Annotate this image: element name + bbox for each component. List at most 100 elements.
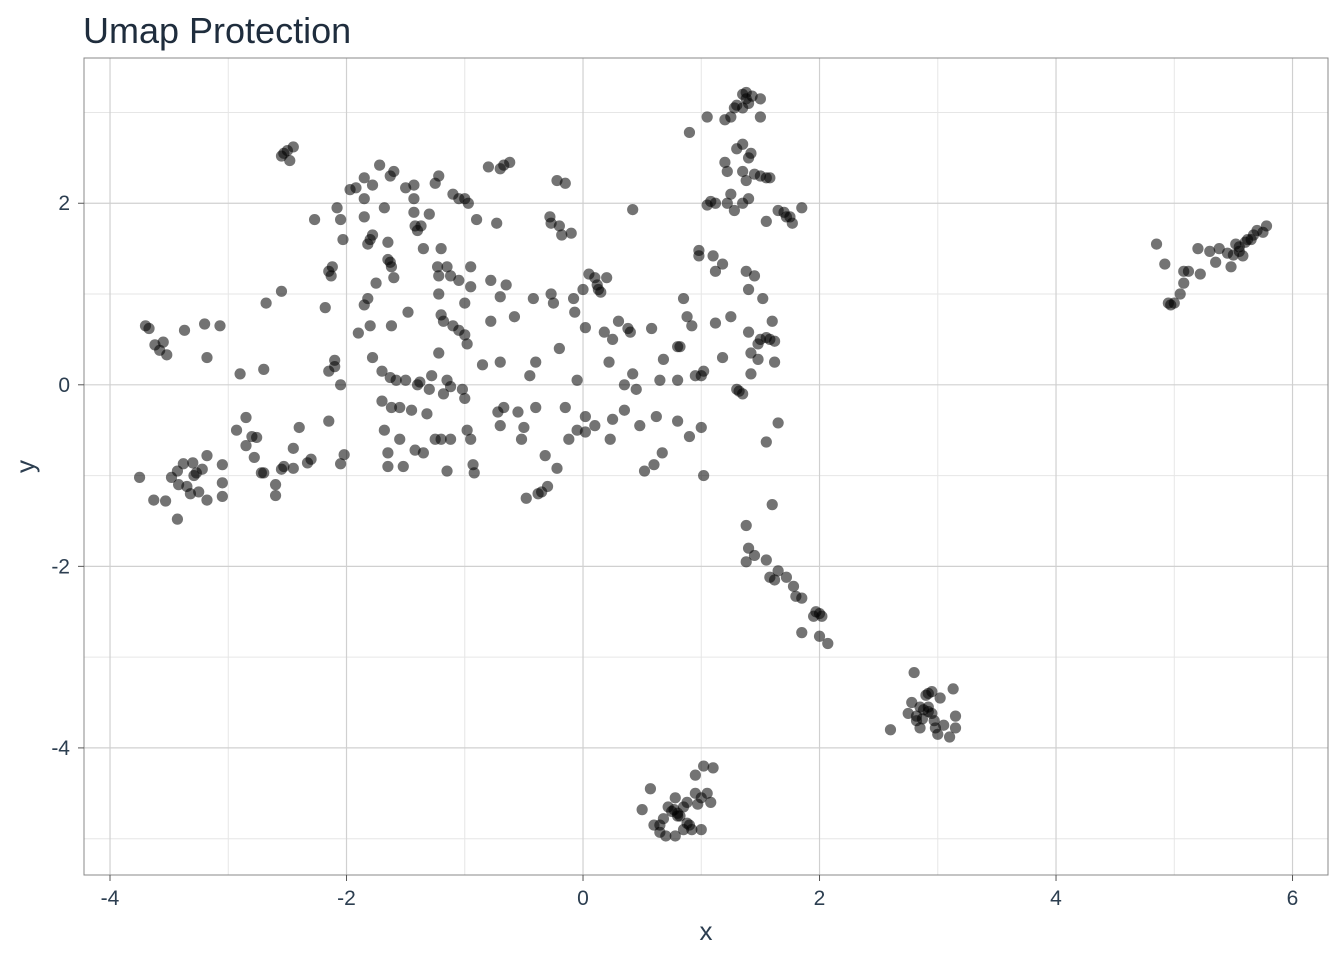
data-point <box>698 760 710 772</box>
data-point <box>441 261 453 273</box>
data-point <box>319 302 331 314</box>
data-point <box>358 193 370 205</box>
data-point <box>462 197 474 209</box>
data-point <box>934 692 946 704</box>
data-point <box>737 388 749 400</box>
data-point <box>275 285 288 297</box>
data-point <box>754 111 766 123</box>
data-point <box>352 327 364 339</box>
data-point <box>456 383 469 395</box>
data-point <box>453 274 465 287</box>
data-point <box>421 408 433 420</box>
data-point <box>943 731 956 743</box>
data-point <box>385 401 398 414</box>
data-point <box>159 495 172 507</box>
data-point <box>187 457 199 469</box>
data-point <box>672 810 684 822</box>
data-point <box>171 513 184 525</box>
data-point <box>740 174 752 187</box>
data-point <box>1159 258 1171 270</box>
data-point <box>500 279 512 291</box>
data-point <box>709 197 722 209</box>
data-point <box>760 215 772 227</box>
data-point <box>947 683 959 695</box>
data-point <box>577 283 589 296</box>
data-point <box>618 404 631 416</box>
data-point <box>394 401 406 414</box>
data-point <box>459 392 471 405</box>
data-points <box>133 86 1273 842</box>
data-point <box>1225 261 1237 273</box>
data-point <box>426 370 438 382</box>
data-point <box>742 326 755 338</box>
data-point <box>707 250 719 262</box>
data-point <box>335 458 347 470</box>
data-point <box>284 154 296 167</box>
data-point <box>686 320 698 332</box>
data-point <box>433 347 445 359</box>
data-point <box>579 410 591 423</box>
data-point <box>748 270 761 282</box>
data-point <box>1204 245 1216 257</box>
data-point <box>813 630 826 642</box>
data-point <box>468 467 480 479</box>
data-point <box>612 315 625 327</box>
data-point <box>660 830 672 842</box>
data-point <box>701 787 713 799</box>
data-point <box>598 326 610 338</box>
data-point <box>709 317 722 329</box>
data-point <box>693 244 705 257</box>
data-point <box>248 451 260 464</box>
data-point <box>728 204 740 217</box>
data-point <box>476 359 489 371</box>
data-point <box>323 415 335 427</box>
data-point <box>433 270 445 282</box>
data-point <box>922 701 934 713</box>
data-point <box>382 460 394 473</box>
data-point <box>539 450 551 462</box>
data-point <box>358 299 370 311</box>
data-point <box>201 351 213 364</box>
data-point <box>579 426 591 438</box>
data-point <box>698 469 710 482</box>
data-point <box>358 172 370 184</box>
data-point <box>553 342 565 355</box>
data-point <box>591 279 603 291</box>
data-point <box>408 193 420 205</box>
data-point <box>384 256 396 268</box>
data-point <box>650 410 662 423</box>
data-point <box>725 188 737 200</box>
data-point <box>681 796 693 808</box>
data-point <box>604 433 616 445</box>
data-point <box>305 453 317 465</box>
data-point <box>816 610 828 622</box>
y-tick-label: 2 <box>58 192 70 215</box>
data-point <box>465 281 477 293</box>
data-point <box>405 404 418 416</box>
data-point <box>695 421 707 434</box>
data-point <box>737 165 749 178</box>
data-point <box>433 170 445 182</box>
data-point <box>423 208 435 220</box>
data-point <box>437 388 450 400</box>
data-point <box>551 462 563 474</box>
data-point <box>482 161 495 173</box>
x-tick-label: 2 <box>814 887 826 910</box>
data-point <box>178 324 191 336</box>
data-point <box>757 292 769 305</box>
data-point <box>423 383 435 395</box>
data-point <box>459 329 471 341</box>
data-point <box>768 574 781 586</box>
data-point <box>606 413 619 425</box>
data-point <box>737 88 749 100</box>
data-point <box>740 519 752 532</box>
data-point <box>524 370 536 382</box>
data-point <box>681 311 693 323</box>
data-point <box>461 424 473 436</box>
data-point <box>201 450 213 462</box>
data-point <box>408 179 420 191</box>
data-point <box>766 499 778 511</box>
data-point <box>201 494 213 506</box>
data-point <box>465 433 477 445</box>
